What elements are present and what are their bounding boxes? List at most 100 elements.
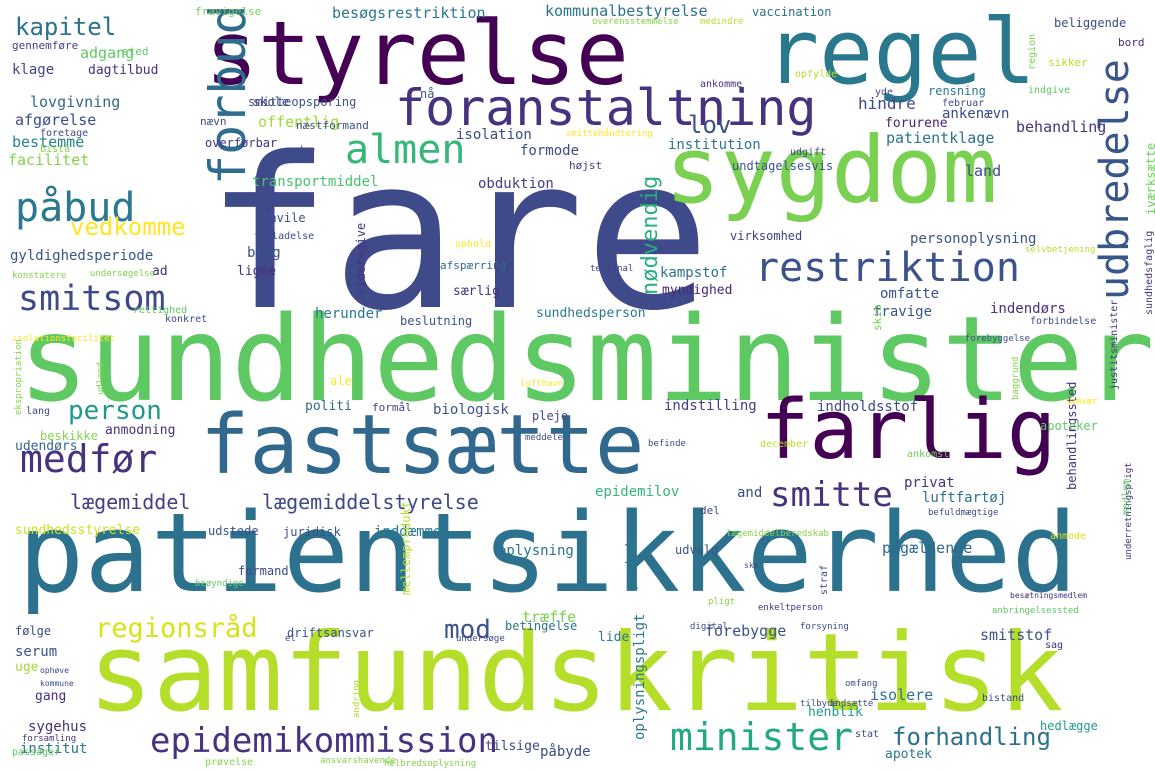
cloud-word: lægemiddel	[70, 490, 191, 514]
cloud-word: sundhedsstyrelse	[15, 523, 141, 538]
cloud-word: undersøgelse	[90, 269, 156, 279]
cloud-word: ansvarshavende	[320, 756, 396, 766]
cloud-word: isolationsfacilitet	[12, 334, 115, 344]
cloud-word: ophøve	[40, 666, 69, 675]
cloud-word: indsætte	[830, 699, 874, 709]
cloud-word: foretage	[40, 128, 89, 139]
cloud-word: patientklage	[886, 129, 995, 147]
cloud-word: and	[737, 485, 763, 501]
cloud-word: hedlægge	[1040, 719, 1098, 733]
cloud-word: udbredelse	[1092, 59, 1138, 300]
cloud-word: indstilling	[664, 398, 757, 414]
cloud-word: apoteker	[1040, 419, 1098, 433]
cloud-word: straf	[819, 564, 830, 595]
cloud-word: omfang	[845, 679, 878, 689]
cloud-word: forbindelse	[1030, 316, 1097, 327]
cloud-word: pågældende	[882, 539, 973, 557]
cloud-word: luftfartøj	[922, 490, 1007, 506]
cloud-word: afgørelse	[15, 111, 97, 129]
cloud-word: sygehus	[28, 719, 88, 735]
cloud-word: konstatere	[12, 271, 67, 281]
cloud-word: smittehåndtering	[566, 129, 653, 139]
cloud-word: gang	[35, 689, 67, 704]
cloud-word: personoplysning	[910, 231, 1037, 247]
cloud-word: besætningsmedlem	[1010, 591, 1088, 600]
cloud-word: videregive	[354, 222, 368, 295]
cloud-word: oplysning	[498, 543, 574, 559]
cloud-word: kampstof	[660, 265, 728, 281]
cloud-word: passager	[12, 747, 61, 758]
cloud-word: særlig	[453, 284, 500, 299]
cloud-word: lægemiddelstyrelse	[262, 490, 479, 514]
cloud-word: smitte	[770, 475, 893, 515]
cloud-word: påhvile	[255, 211, 306, 225]
cloud-word: sundhedsperson	[536, 306, 646, 321]
cloud-word: gennemføre	[12, 39, 79, 52]
cloud-word: sundhedsminister	[18, 290, 1155, 428]
cloud-word: omfatte	[880, 286, 940, 302]
cloud-word: ligne	[237, 264, 277, 279]
cloud-word: dagtilbud	[88, 63, 159, 78]
cloud-word: bestemme	[12, 133, 85, 151]
cloud-word: opfylde	[795, 69, 838, 80]
cloud-word: bistå	[40, 144, 71, 155]
cloud-word: udendørs	[15, 439, 78, 454]
cloud-word: sundhedsfaglig	[1144, 230, 1155, 315]
cloud-word: februar	[942, 98, 985, 109]
cloud-word: forhandling	[892, 723, 1051, 751]
cloud-word: formode	[520, 143, 580, 159]
cloud-word: forebygge	[705, 622, 787, 640]
cloud-word: lide	[598, 630, 630, 645]
cloud-word: styrelse	[205, 2, 629, 105]
cloud-word: biologisk	[433, 402, 509, 418]
cloud-word: overensstemmelse	[592, 17, 679, 27]
cloud-word: henblik	[808, 705, 863, 720]
cloud-word: nævn	[200, 115, 227, 128]
cloud-word: forebyggelse	[965, 334, 1031, 344]
cloud-word: offentlig	[258, 113, 340, 131]
cloud-word: sted	[122, 45, 149, 58]
cloud-word: farlig	[760, 383, 1057, 478]
cloud-word: undtagelsesvis	[732, 159, 834, 173]
cloud-word: fare	[205, 112, 711, 357]
cloud-word: afspærring	[440, 259, 507, 272]
cloud-word: iværksætte	[1144, 142, 1155, 215]
cloud-word: institut	[20, 741, 88, 757]
cloud-word: december	[760, 439, 809, 450]
cloud-word: anmodning	[105, 423, 176, 438]
cloud-word: smitteopsporing	[248, 95, 357, 109]
cloud-word: restriktion	[755, 245, 1020, 291]
cloud-word: stat	[855, 729, 880, 740]
cloud-word: medindre	[700, 17, 744, 27]
cloud-word: medfør	[20, 437, 158, 481]
cloud-word: institution	[668, 137, 761, 153]
cloud-word: indendørs	[990, 301, 1066, 317]
cloud-word: helbredsoplysning	[384, 759, 477, 769]
cloud-word: vedkomme	[70, 213, 186, 241]
cloud-word: formand	[238, 564, 289, 578]
cloud-word: andring	[352, 680, 362, 718]
cloud-word: selvbetjening	[1025, 245, 1096, 255]
cloud-word: nødvendig	[638, 175, 663, 295]
cloud-word: skib	[871, 304, 884, 332]
cloud-word: serum	[15, 644, 58, 660]
cloud-word: apotek	[885, 747, 932, 762]
cloud-word: beøyndige	[195, 579, 244, 589]
cloud-word: prøvelse	[205, 757, 254, 768]
cloud-word: ankomst	[907, 449, 950, 460]
cloud-word: tilladelse	[254, 231, 315, 242]
cloud-word: digital	[690, 622, 728, 632]
cloud-word: vaccination	[752, 5, 832, 19]
cloud-word: besøgsrestriktion	[332, 4, 486, 22]
cloud-word: lovgivning	[30, 93, 121, 111]
cloud-word: udland	[96, 362, 106, 395]
cloud-word: befuldmægtige	[928, 508, 999, 518]
cloud-word: pligt	[708, 597, 736, 607]
cloud-word: el	[285, 634, 296, 644]
cloud-word: fastsætte	[200, 398, 645, 493]
cloud-word: lov	[688, 111, 732, 139]
cloud-word: samfundskritisk	[88, 611, 1064, 736]
cloud-word: hindre	[858, 94, 916, 113]
cloud-word: herunder	[315, 306, 383, 322]
cloud-word: indholdsstof	[817, 399, 919, 415]
